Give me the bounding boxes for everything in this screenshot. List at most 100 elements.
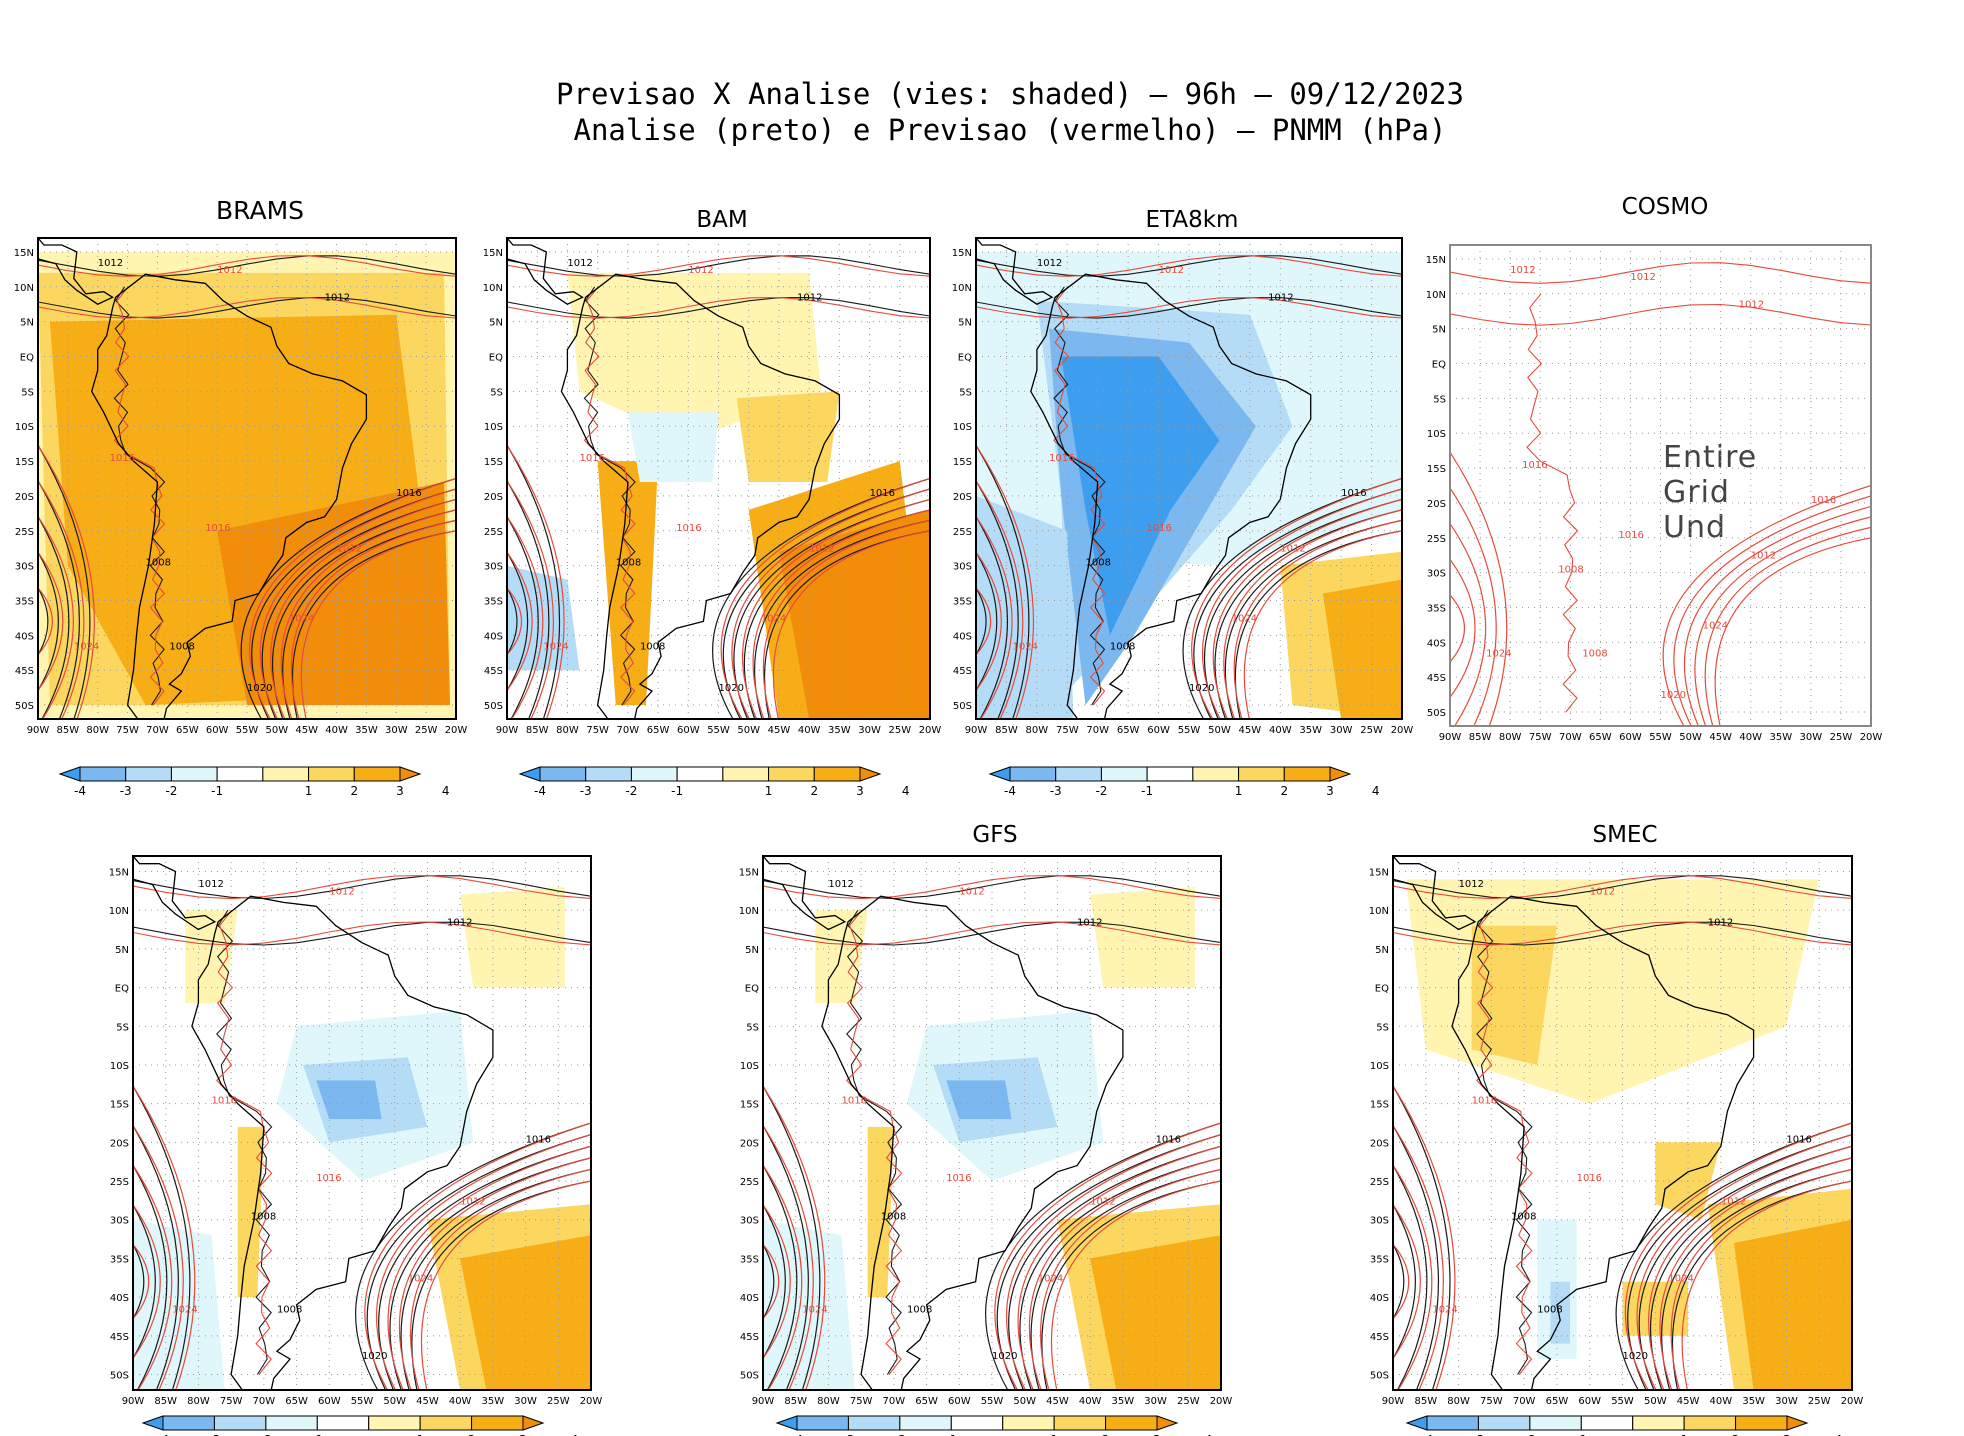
colorbar-swatch bbox=[630, 766, 678, 782]
analysis-isobar bbox=[1193, 488, 1402, 719]
forecast-isobar bbox=[1393, 1164, 1433, 1390]
lon-tick-label: 75W bbox=[116, 725, 139, 736]
colorbar-swatch bbox=[265, 1415, 318, 1431]
colorbar-label: 4 bbox=[442, 784, 450, 798]
lat-tick-label: 25S bbox=[15, 527, 34, 538]
lon-tick-label: 80W bbox=[817, 1396, 840, 1407]
colorbar-swatch bbox=[1009, 766, 1057, 782]
analysis-isobar bbox=[507, 255, 930, 277]
lon-tick-label: 65W bbox=[1546, 1396, 1569, 1407]
bias-shading bbox=[815, 910, 868, 1003]
analysis-isobar bbox=[507, 516, 539, 719]
panel-gfs: GFS bbox=[0, 0, 1017, 848]
lat-tick-label: 15N bbox=[1369, 867, 1389, 878]
lat-tick-label: 50S bbox=[15, 701, 34, 712]
lon-tick-label: 85W bbox=[784, 1396, 807, 1407]
forecast-isobar bbox=[1233, 519, 1402, 719]
forecast-isobar bbox=[976, 255, 1402, 277]
analysis-isobar bbox=[1224, 519, 1402, 719]
contour-label: 1012 bbox=[809, 544, 834, 555]
colorbar: -4 -3 -2 -1 1 2 3 4 bbox=[518, 766, 910, 798]
colorbar-swatch bbox=[722, 766, 770, 782]
lat-tick-label: 5N bbox=[489, 318, 503, 329]
forecast-isobar bbox=[133, 1164, 173, 1390]
contour-label: 1008 bbox=[881, 1212, 906, 1223]
lon-tick-label: 50W bbox=[1208, 725, 1231, 736]
contour-label: 1016 bbox=[1472, 1096, 1497, 1107]
forecast-isobar bbox=[1040, 1168, 1221, 1390]
colorbar-label: 2 bbox=[810, 784, 818, 798]
forecast-isobar bbox=[1681, 1180, 1852, 1390]
panel-title: BAM bbox=[696, 207, 748, 233]
analysis-isobar bbox=[1214, 509, 1402, 719]
forecast-isobar bbox=[1450, 594, 1466, 663]
lat-tick-label: 35S bbox=[15, 596, 34, 607]
colorbar-label: -4 bbox=[534, 784, 546, 798]
analysis-isobar bbox=[1649, 1157, 1852, 1390]
colorbar-label: -3 bbox=[1050, 784, 1062, 798]
panel-title: COSMO bbox=[1621, 194, 1709, 220]
forecast-isobar bbox=[976, 480, 1024, 719]
colorbar-label: 4 bbox=[571, 1433, 579, 1436]
colorbar-label: 1 bbox=[765, 784, 773, 798]
lat-tick-label: EQ bbox=[115, 984, 129, 995]
forecast-isobar bbox=[1050, 1180, 1221, 1390]
lon-tick-label: 20W bbox=[445, 725, 468, 736]
colorbar: -4 -3 -2 -1 1 2 3 4 bbox=[141, 1415, 579, 1436]
bias-shading bbox=[597, 461, 659, 706]
lat-tick-label: 5N bbox=[20, 318, 34, 329]
lon-tick-label: 40W bbox=[1079, 1396, 1102, 1407]
contour-label: 1020 bbox=[362, 1351, 387, 1362]
analysis-isobar bbox=[507, 444, 561, 719]
lon-tick-label: 60W bbox=[948, 1396, 971, 1407]
lat-tick-label: EQ bbox=[489, 353, 503, 364]
bias-shading bbox=[217, 482, 450, 706]
lat-tick-label: 15S bbox=[1427, 464, 1446, 475]
lon-tick-label: 90W bbox=[965, 725, 988, 736]
lat-tick-label: 5S bbox=[1376, 1022, 1389, 1033]
contour-label: 1012 bbox=[1721, 1196, 1746, 1207]
colorbar-label: 2 bbox=[350, 784, 358, 798]
lat-tick-label: 15S bbox=[740, 1100, 759, 1111]
contour-label: 1012 bbox=[1630, 272, 1655, 283]
colorbar-label: -1 bbox=[671, 784, 683, 798]
forecast-isobar bbox=[976, 516, 1013, 719]
lon-tick-label: 90W bbox=[1382, 1396, 1405, 1407]
forecast-isobar bbox=[133, 1204, 161, 1359]
contour-label: 1024 bbox=[1703, 620, 1728, 631]
colorbar-swatch bbox=[170, 766, 218, 782]
lat-tick-label: 10N bbox=[739, 906, 759, 917]
lat-tick-label: 30S bbox=[484, 562, 503, 573]
bias-shading bbox=[946, 1080, 1012, 1120]
analysis-isobar bbox=[1182, 477, 1402, 719]
colorbar-label: 3 bbox=[1153, 1433, 1161, 1436]
panel-eta8km: ETA8km bbox=[0, 0, 1239, 233]
lon-tick-label: 25W bbox=[1177, 1396, 1200, 1407]
forecast-isobar bbox=[1648, 1145, 1852, 1390]
lat-tick-label: 45S bbox=[1427, 673, 1446, 684]
colorbar-swatch bbox=[796, 1415, 849, 1431]
undefined-grid-note: Entire Grid Und bbox=[1663, 440, 1758, 545]
forecast-isobar bbox=[763, 1164, 803, 1390]
lat-tick-label: 5S bbox=[959, 387, 972, 398]
contour-label: 1012 bbox=[1280, 544, 1305, 555]
lon-tick-label: 70W bbox=[1086, 725, 1109, 736]
forecast-isobar bbox=[1714, 537, 1871, 726]
forecast-isobar bbox=[507, 587, 523, 656]
colorbar-arrow-right bbox=[1156, 1415, 1179, 1431]
lat-tick-label: 15S bbox=[953, 457, 972, 468]
lat-tick-label: 20S bbox=[15, 492, 34, 503]
lat-tick-label: EQ bbox=[1432, 360, 1446, 371]
contour-label: 1008 bbox=[1537, 1305, 1562, 1316]
colorbar-label: 3 bbox=[856, 784, 864, 798]
colorbar-label: 4 bbox=[1835, 1433, 1843, 1436]
forecast-isobar bbox=[1450, 451, 1508, 726]
lon-tick-label: 30W bbox=[385, 725, 408, 736]
forecast-isobar bbox=[1694, 516, 1871, 726]
bias-shading bbox=[976, 495, 1074, 719]
contour-label: 1020 bbox=[719, 683, 744, 694]
lat-tick-label: 45S bbox=[953, 666, 972, 677]
forecast-isobar bbox=[507, 255, 930, 277]
analysis-isobar bbox=[1615, 1122, 1852, 1390]
colorbar-label: 3 bbox=[1783, 1433, 1791, 1436]
